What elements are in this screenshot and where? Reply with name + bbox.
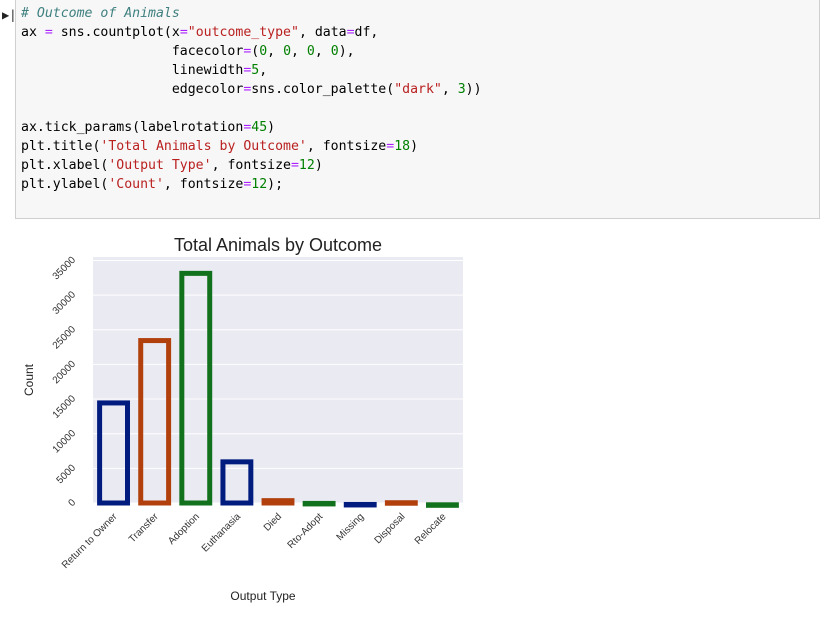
bar [97, 400, 131, 506]
code-line [21, 99, 482, 118]
code-line: plt.xlabel('Output Type', fontsize=12) [21, 158, 323, 173]
bar [220, 459, 254, 506]
y-axis-label: Count [22, 363, 36, 396]
y-tick-label: 30000 [51, 289, 79, 317]
x-axis-label: Output Type [230, 589, 295, 603]
countplot-chart: 0 5000 10000 15000 20000 25000 30000 35000 Retur… [22, 235, 463, 603]
y-tick-label: 35000 [51, 255, 79, 283]
bar [261, 498, 295, 506]
y-tick-label: 25000 [51, 324, 79, 352]
code-line: ax = sns.countplot(x="outcome_type", dat… [21, 25, 379, 40]
x-tick-label: Missing [335, 511, 367, 543]
y-tick-label: 15000 [51, 393, 79, 421]
code-line: edgecolor=sns.color_palette("dark", 3)) [21, 82, 482, 97]
plot-area [93, 257, 463, 503]
code-line: ax.tick_params(labelrotation=45) [21, 120, 276, 135]
code-line: facecolor=(0, 0, 0, 0), [21, 44, 355, 59]
y-tick-label: 5000 [55, 462, 79, 486]
code-line: # Outcome of Animals [21, 6, 180, 21]
bar [138, 338, 172, 506]
x-tick-label: Transfer [127, 511, 161, 545]
bar [179, 270, 213, 506]
bar [384, 500, 418, 506]
cell-run-marker[interactable]: ▶| [2, 8, 17, 22]
y-tick-label: 20000 [51, 358, 79, 386]
x-tick-label: Adoption [166, 511, 202, 547]
chart-title: Total Animals by Outcome [174, 235, 382, 255]
code-line: plt.ylabel('Count', fontsize=12); [21, 177, 284, 192]
y-tick-label: 0 [66, 497, 78, 509]
x-tick-label: Relocate [413, 511, 449, 547]
bar [343, 501, 377, 508]
x-tick-label: Rto-Adopt [286, 511, 326, 551]
bar [426, 502, 459, 508]
x-tick-label: Euthanasia [200, 511, 243, 554]
cell-output: 0 5000 10000 15000 20000 25000 30000 35000 Retur… [15, 222, 820, 618]
x-tick-label: Disposal [373, 511, 408, 546]
code-editor[interactable]: # Outcome of Animals ax = sns.countplot(x… [21, 4, 482, 194]
x-tick-label: Died [262, 511, 284, 533]
code-line: plt.title('Total Animals by Outcome', fo… [21, 139, 419, 154]
bar [302, 500, 336, 507]
x-tick-label: Return to Owner [60, 511, 120, 571]
code-cell[interactable]: # Outcome of Animals ax = sns.countplot(x… [15, 0, 820, 219]
code-line: linewidth=5, [21, 63, 268, 78]
y-tick-label: 10000 [51, 428, 79, 456]
